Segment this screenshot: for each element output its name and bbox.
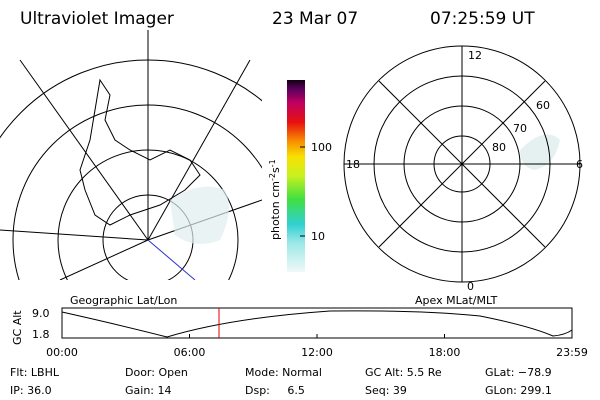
footer-field: GLon: 299.1 — [485, 384, 552, 397]
x-tick-label: 23:59 — [556, 346, 588, 359]
altitude-plot-frame — [61, 307, 573, 339]
colorbar-tick-label: 100 — [311, 141, 332, 154]
title: Ultraviolet Imager — [20, 9, 174, 29]
unit: s — [269, 167, 282, 173]
altitude-ylabel: GC Alt — [11, 310, 24, 345]
colorbar — [287, 80, 305, 272]
footer-field: Dsp: 6.5 — [245, 384, 305, 397]
date: 23 Mar 07 — [272, 9, 358, 29]
x-tick-label: 06:00 — [174, 346, 206, 359]
mlt-label: 12 — [468, 49, 482, 62]
footer-field: Flt: LBHL — [10, 366, 60, 379]
altitude-curve — [61, 310, 573, 338]
altitude-ytick-label: 9.0 — [32, 307, 50, 320]
polar-plot — [343, 45, 581, 283]
unit: photon cm — [269, 181, 282, 240]
footer: Flt: LBHL Door: Open Mode: Normal GC Alt: 5… — [10, 366, 552, 397]
mlat-label: 70 — [513, 122, 527, 135]
footer-field: Door: Open — [125, 366, 188, 379]
footer-field: GC Alt: 5.5 Re — [365, 366, 442, 379]
colorbar-tick-label: 10 — [311, 230, 325, 243]
right-panel-label: Apex MLat/MLT — [415, 294, 498, 307]
x-tick-label: 12:00 — [301, 346, 333, 359]
mlt-label: 6 — [576, 158, 583, 171]
colorbar-label: photon cm-2s-1 — [268, 159, 282, 240]
exponent: -1 — [268, 159, 277, 167]
x-tick-label: 18:00 — [429, 346, 461, 359]
x-tick-label: 00:00 — [46, 346, 78, 359]
altitude-ytick-label: 1.8 — [32, 328, 50, 341]
exponent: -2 — [268, 173, 277, 181]
mlt-label: 0 — [467, 280, 474, 293]
footer-field: IP: 36.0 — [10, 384, 52, 397]
time: 07:25:59 UT — [430, 9, 535, 29]
left-panel-label: Geographic Lat/Lon — [70, 294, 177, 307]
footer-field: Gain: 14 — [125, 384, 172, 397]
altitude-xticks: 00:00 06:00 12:00 18:00 23:59 — [46, 334, 588, 359]
geographic-map — [0, 30, 262, 280]
mlat-label: 60 — [536, 99, 550, 112]
mlat-label: 80 — [492, 141, 506, 154]
footer-field: Mode: Normal — [245, 366, 322, 379]
footer-field: Seq: 39 — [365, 384, 407, 397]
mlt-label: 18 — [346, 158, 360, 171]
footer-field: GLat: −78.9 — [485, 366, 552, 379]
